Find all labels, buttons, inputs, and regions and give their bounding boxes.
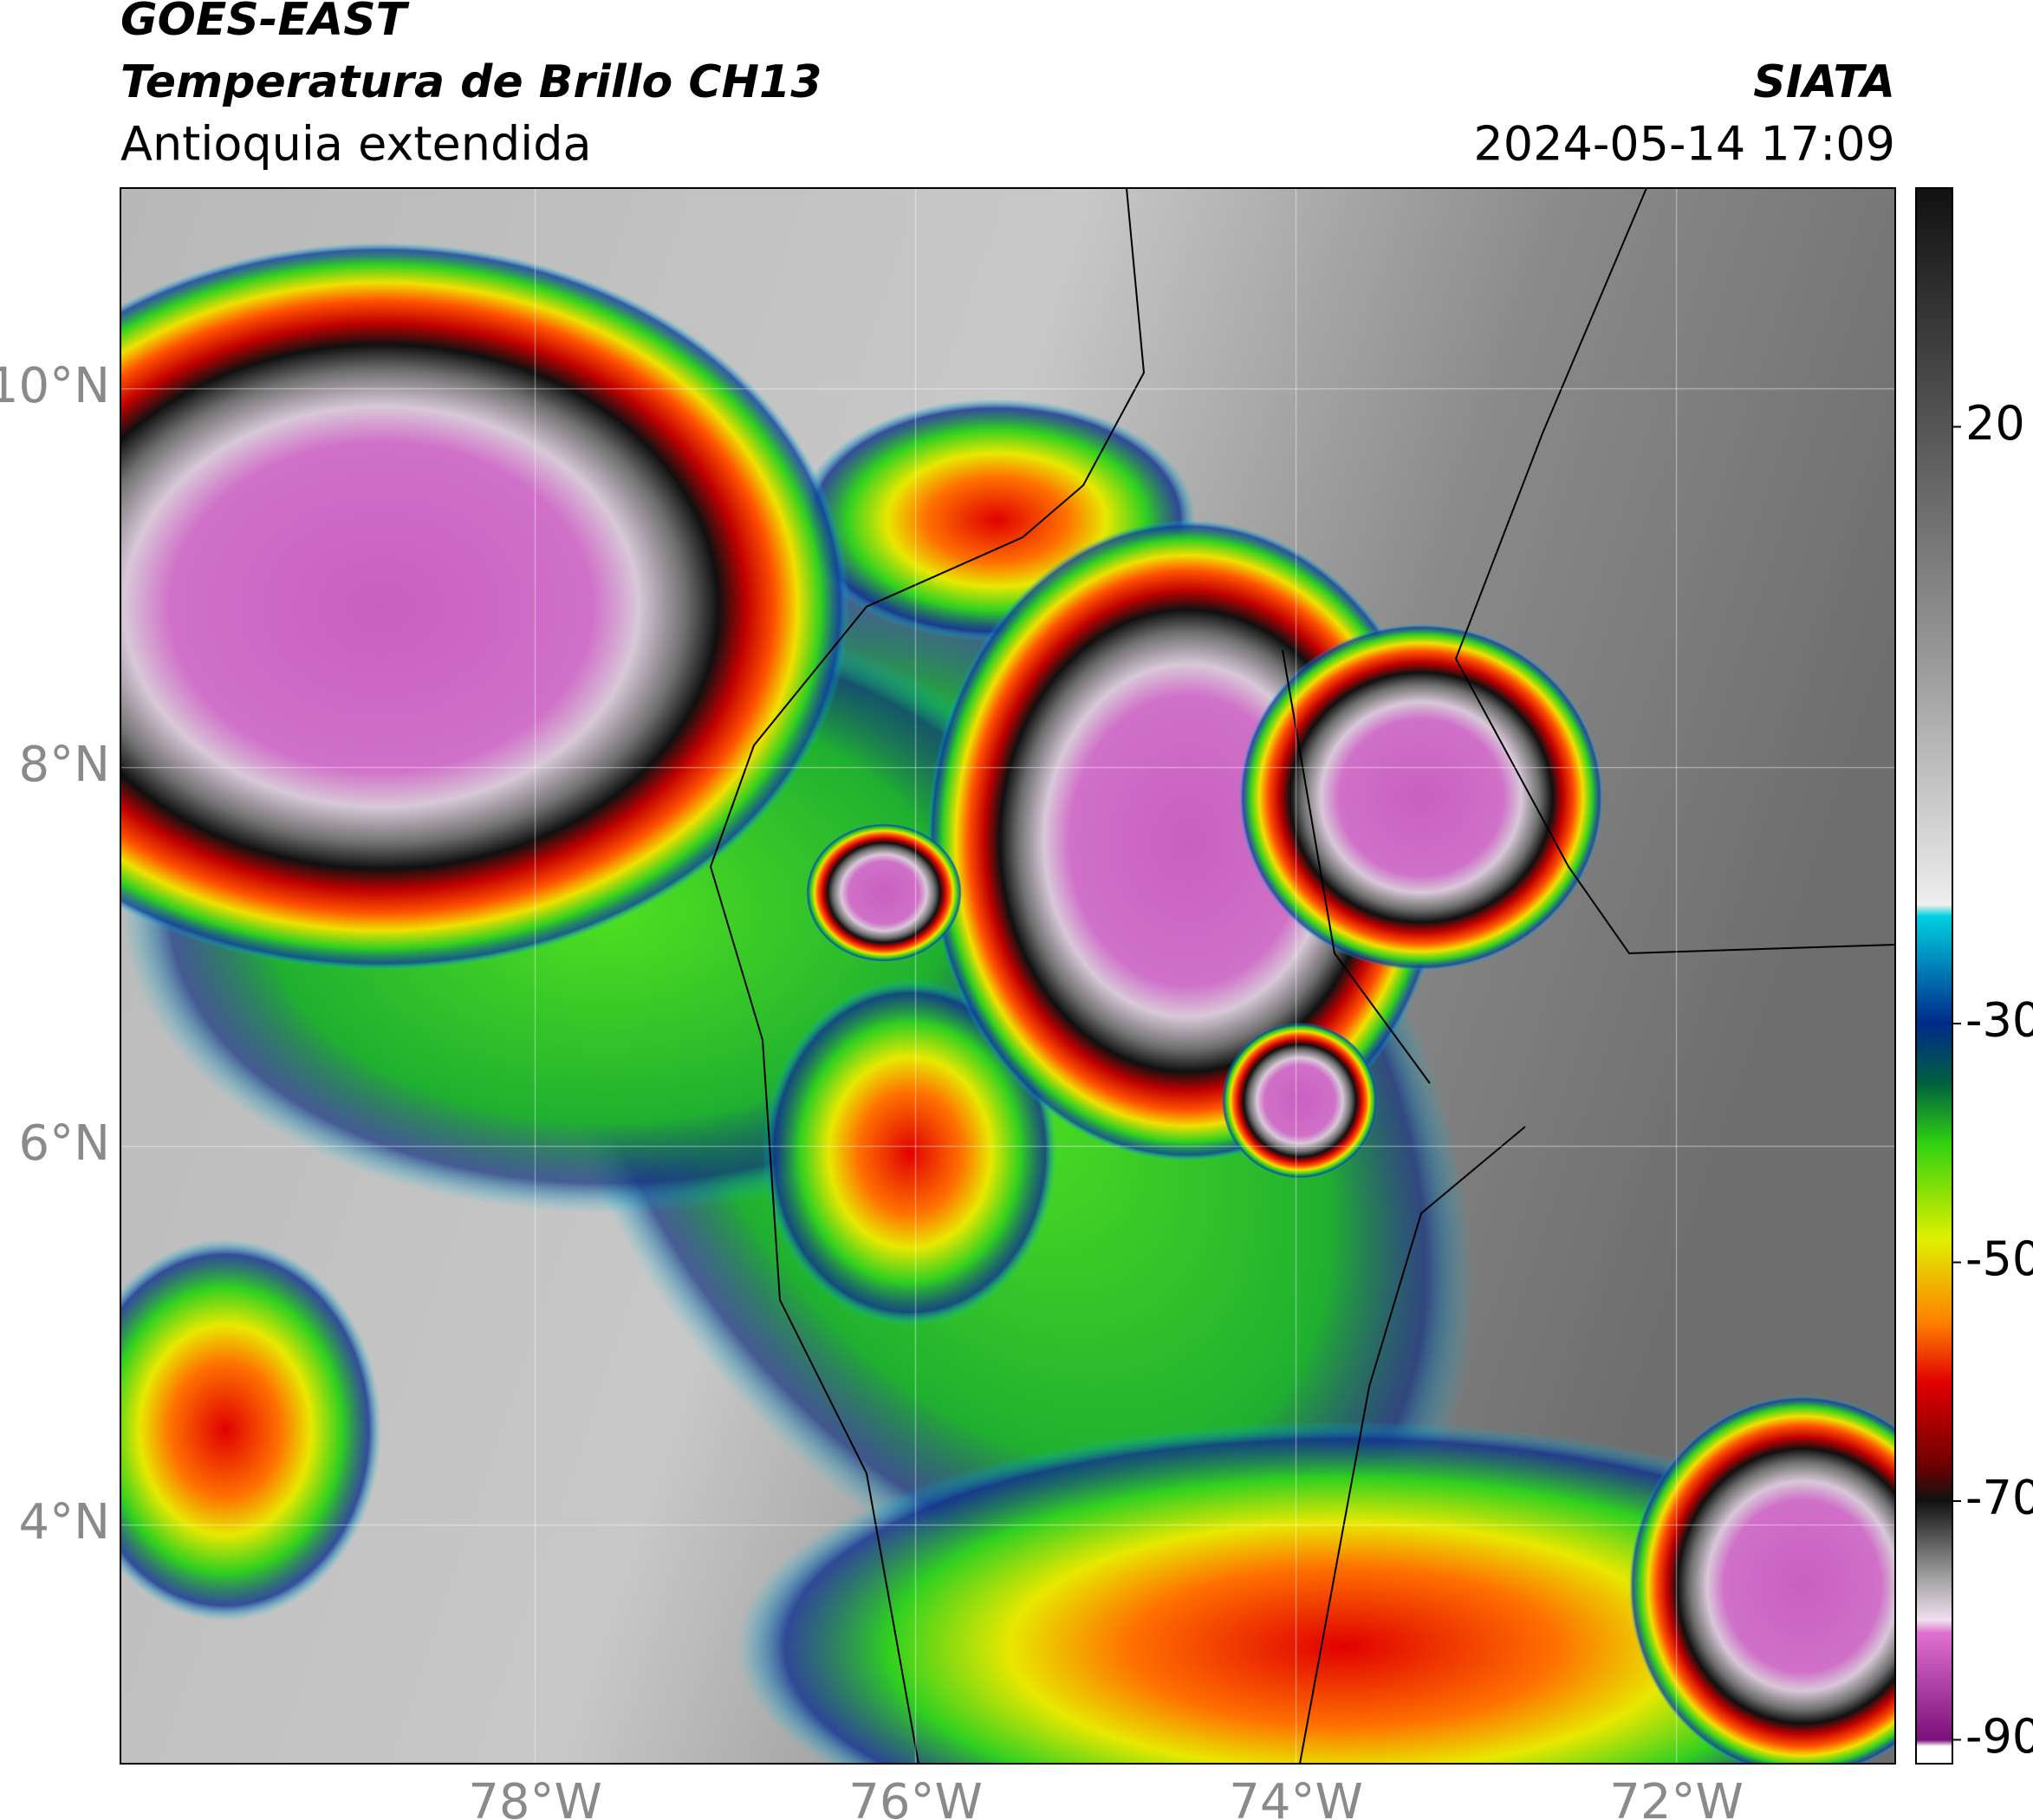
x-tick-label: 72°W <box>1609 1774 1744 1820</box>
region: Antioquia extendida <box>120 117 592 172</box>
y-tick-label: 8°N <box>18 737 110 793</box>
y-tick-label: 10°N <box>0 358 110 414</box>
x-tick-label: 74°W <box>1229 1774 1363 1820</box>
x-tick-label: 76°W <box>848 1774 983 1820</box>
x-tick-label: 78°W <box>468 1774 602 1820</box>
grid <box>120 188 1895 1764</box>
cloud-band <box>120 1239 381 1621</box>
map-frame <box>120 187 1896 1765</box>
source: SIATA <box>1753 56 1895 108</box>
cloud-band <box>763 979 1057 1326</box>
subtitle: Temperatura de Brillo CH13 <box>120 56 822 108</box>
datetime: 2024-05-14 17:09 <box>1473 117 1895 172</box>
title: GOES-EAST <box>120 0 410 46</box>
storm <box>1239 624 1603 971</box>
colorbar-tick-label: 20 <box>1965 396 2025 451</box>
colorbar-tick-label: -30 <box>1965 993 2033 1048</box>
colorbar-tick-label: -90 <box>1965 1709 2033 1764</box>
storm <box>1222 1023 1378 1179</box>
colorbar <box>1915 187 1953 1765</box>
satellite-image <box>120 188 1895 1764</box>
y-tick-label: 4°N <box>18 1494 110 1550</box>
storm <box>120 243 849 971</box>
borders <box>709 188 1895 1764</box>
cloud-band <box>737 1421 1895 1764</box>
storm <box>1629 1395 1895 1764</box>
colorbar-tick-label: -50 <box>1965 1232 2033 1286</box>
storm <box>806 823 962 962</box>
y-tick-label: 6°N <box>18 1115 110 1172</box>
colorbar-tick-label: -70 <box>1965 1471 2033 1525</box>
